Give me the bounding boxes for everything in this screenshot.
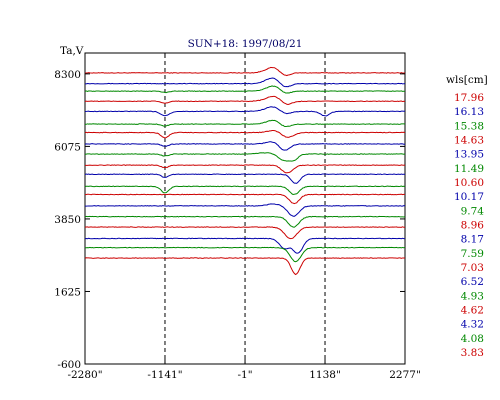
series-line-11-49 — [84, 119, 406, 128]
y-tick-label: 1625 — [54, 286, 81, 298]
legend-entry: 4.93 — [461, 290, 484, 302]
x-axis: -2280" -1141" -1" 1138" 2277" — [67, 53, 421, 381]
x-tick-label: -1" — [238, 369, 253, 381]
series-line-4-93 — [84, 215, 406, 228]
legend-entry: 3.83 — [461, 347, 484, 359]
legend-entry: 17.96 — [454, 92, 484, 104]
y-tick-label: 6075 — [54, 141, 81, 153]
legend-entry: 4.08 — [461, 333, 484, 345]
chart-title: SUN+18: 1997/08/21 — [188, 38, 303, 50]
legend-entry: 10.60 — [454, 177, 484, 189]
series-group — [84, 66, 406, 276]
legend-entry: 4.32 — [461, 319, 484, 331]
series-line-4-32 — [84, 237, 406, 254]
y-tick-label: 3850 — [54, 214, 81, 226]
legend-entry: 11.49 — [454, 163, 484, 175]
series-line-15-38 — [84, 85, 406, 94]
series-line-16-13 — [84, 77, 406, 88]
legend-entry: 8.17 — [461, 234, 484, 246]
legend-entry: 15.38 — [454, 120, 484, 132]
series-line-4-62 — [84, 226, 406, 240]
series-line-17-96 — [84, 66, 406, 77]
legend-entry: 16.13 — [454, 106, 484, 118]
x-tick-label: 1138" — [309, 369, 341, 381]
legend-entry: 4.62 — [461, 305, 484, 317]
legend-entry: 7.03 — [461, 262, 484, 274]
legend-entry: 8.96 — [461, 220, 485, 232]
x-tick-label: -1141" — [147, 369, 182, 381]
legend-entry: 14.63 — [454, 135, 484, 147]
legend-title: wls[cm] — [446, 74, 488, 86]
y-tick-label: -600 — [57, 359, 81, 371]
series-line-14-63 — [84, 95, 406, 105]
x-tick-label: -2280" — [67, 369, 102, 381]
legend-entry: 7.59 — [461, 248, 484, 260]
series-line-3-83 — [84, 257, 406, 276]
marker-lines — [164, 54, 326, 363]
x-tick-label: 2277" — [389, 369, 421, 381]
series-line-13-95 — [84, 106, 406, 117]
y-axis-label: Ta,V — [60, 45, 84, 57]
series-line-6-52 — [84, 203, 406, 217]
y-axis: 8300 6075 3850 1625 -600 — [54, 69, 405, 371]
series-line-7-59 — [84, 185, 406, 195]
series-line-10-60 — [84, 129, 406, 139]
legend-entry: 10.17 — [454, 191, 484, 203]
series-line-4-08 — [84, 246, 406, 263]
y-tick-label: 8300 — [54, 69, 81, 81]
legend: 17.96 16.13 15.38 14.63 13.95 11.49 10.60 10.17… — [454, 92, 484, 359]
legend-entry: 13.95 — [454, 149, 484, 161]
series-line-8-17 — [84, 173, 405, 184]
legend-entry: 9.74 — [461, 205, 485, 217]
legend-entry: 6.52 — [461, 276, 484, 288]
series-line-8-96 — [84, 164, 406, 174]
series-line-7-03 — [84, 193, 406, 205]
series-line-10-17 — [84, 141, 406, 151]
series-line-9-74 — [84, 152, 406, 162]
